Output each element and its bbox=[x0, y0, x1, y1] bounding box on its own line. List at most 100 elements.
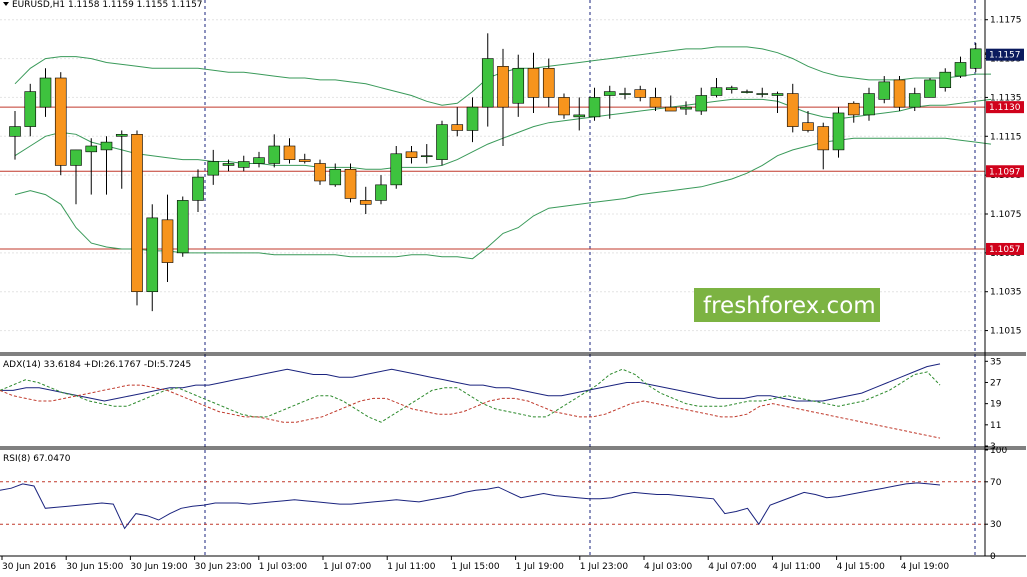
bullish-candle bbox=[375, 184, 387, 201]
bearish-candle bbox=[497, 66, 509, 108]
price-tick-label: 1.1015 bbox=[990, 327, 1022, 337]
candlesticks bbox=[9, 33, 997, 312]
bullish-candle bbox=[741, 91, 753, 93]
bullish-candle bbox=[466, 106, 479, 131]
bearish-candle bbox=[298, 159, 311, 162]
bullish-candle bbox=[24, 91, 37, 127]
bullish-candle bbox=[954, 62, 967, 77]
bullish-candle bbox=[253, 157, 265, 164]
adx-line bbox=[0, 363, 941, 402]
bullish-candle bbox=[436, 124, 448, 160]
bullish-candle bbox=[969, 48, 982, 69]
bullish-candle bbox=[939, 71, 952, 89]
bullish-candle bbox=[603, 91, 616, 96]
bearish-candle bbox=[359, 200, 372, 205]
time-tick-label: 1 Jul 11:00 bbox=[387, 562, 436, 572]
adx-tick-label: 27 bbox=[990, 378, 1001, 388]
current-price-label: 1.1157 bbox=[989, 51, 1021, 61]
watermark-bg bbox=[694, 288, 880, 322]
bearish-candle bbox=[161, 219, 174, 263]
bearish-candle bbox=[314, 163, 326, 182]
bearish-candle bbox=[131, 134, 143, 293]
bullish-candle bbox=[924, 79, 936, 98]
rsi-tick-label: 30 bbox=[990, 520, 1002, 530]
bullish-candle bbox=[39, 77, 52, 108]
time-tick-label: 4 Jul 03:00 bbox=[644, 562, 693, 572]
watermark-text: freshforex.com bbox=[703, 293, 876, 319]
bullish-candle bbox=[619, 93, 631, 95]
bullish-candle bbox=[268, 145, 281, 164]
time-tick-label: 1 Jul 07:00 bbox=[323, 562, 372, 572]
triangle-down-icon[interactable] bbox=[3, 2, 9, 6]
bullish-candle bbox=[725, 87, 738, 90]
bullish-candle bbox=[680, 106, 692, 110]
bearish-candle bbox=[54, 77, 67, 166]
symbol-title: EURUSD,H1 1.1158 1.1159 1.1155 1.1157 bbox=[12, 0, 203, 10]
bullish-candle bbox=[85, 145, 98, 153]
adx-label: ADX(14) 33.6184 +DI:26.1767 -DI:5.7245 bbox=[3, 360, 191, 370]
symbol-header: EURUSD,H1 1.1158 1.1159 1.1155 1.1157 bbox=[3, 0, 203, 10]
rsi-label: RSI(8) 67.0470 bbox=[3, 454, 71, 464]
bullish-candle bbox=[756, 93, 769, 95]
bullish-candle bbox=[222, 163, 235, 166]
bearish-candle bbox=[344, 169, 357, 199]
bearish-candle bbox=[542, 67, 555, 98]
bearish-candle bbox=[558, 97, 570, 116]
adx-tick-label: 19 bbox=[990, 400, 1002, 410]
adx-tick-label: 11 bbox=[990, 421, 1001, 431]
bullish-candle bbox=[908, 93, 921, 108]
bearish-candle bbox=[527, 67, 540, 98]
bullish-candle bbox=[329, 169, 342, 186]
time-tick-label: 4 Jul 07:00 bbox=[708, 562, 757, 572]
rsi-indicator bbox=[0, 481, 985, 530]
bullish-candle bbox=[771, 93, 784, 96]
bearish-candle bbox=[802, 122, 814, 131]
time-tick-label: 30 Jun 2016 bbox=[2, 562, 56, 572]
bullish-candle bbox=[878, 81, 891, 100]
current-price-tag bbox=[986, 48, 1024, 61]
bearish-candle bbox=[786, 93, 799, 127]
time-tick-label: 4 Jul 15:00 bbox=[837, 562, 886, 572]
time-tick-label: 4 Jul 19:00 bbox=[901, 562, 950, 572]
time-tick-label: 1 Jul 19:00 bbox=[516, 562, 565, 572]
price-level-label: 1.1130 bbox=[989, 103, 1021, 113]
plus-di-line bbox=[0, 368, 941, 423]
price-level-tag bbox=[986, 165, 1024, 178]
bullish-candle bbox=[390, 153, 403, 186]
time-tick-label: 30 Jun 23:00 bbox=[195, 562, 252, 572]
bullish-candle bbox=[192, 176, 204, 201]
bullish-candle bbox=[70, 149, 82, 166]
bullish-candle bbox=[573, 114, 586, 118]
bullish-candle bbox=[481, 58, 494, 108]
time-tick-label: 30 Jun 15:00 bbox=[66, 562, 123, 572]
bullish-candle bbox=[832, 112, 845, 151]
price-level-label: 1.1097 bbox=[989, 167, 1021, 177]
bearish-candle bbox=[634, 89, 647, 98]
adx-tick-label: 3 bbox=[990, 442, 996, 452]
price-level-tag bbox=[986, 101, 1024, 114]
bullish-candle bbox=[146, 217, 159, 293]
bearish-candle bbox=[405, 151, 418, 158]
time-tick-label: 1 Jul 03:00 bbox=[259, 562, 308, 572]
price-tick-label: 1.1135 bbox=[990, 93, 1022, 103]
bullish-candle bbox=[176, 200, 189, 254]
time-tick-label: 30 Jun 19:00 bbox=[130, 562, 187, 572]
bullish-candle bbox=[420, 155, 433, 158]
watermark: freshforex.com bbox=[694, 288, 880, 322]
bullish-candle bbox=[588, 97, 601, 118]
rsi-tick-label: 100 bbox=[990, 446, 1007, 456]
bullish-candle bbox=[695, 95, 708, 112]
bearish-candle bbox=[847, 102, 860, 116]
bearish-candle bbox=[664, 106, 677, 112]
bullish-candle bbox=[512, 67, 525, 104]
rsi-tick-label: 0 bbox=[990, 552, 996, 562]
adx-indicator bbox=[0, 363, 941, 439]
rsi-tick-label: 70 bbox=[990, 478, 1002, 488]
rsi-line bbox=[0, 482, 941, 530]
price-level-tag bbox=[986, 242, 1024, 255]
bearish-candle bbox=[283, 145, 296, 160]
bearish-candle bbox=[451, 124, 464, 131]
bullish-candle bbox=[863, 93, 875, 116]
